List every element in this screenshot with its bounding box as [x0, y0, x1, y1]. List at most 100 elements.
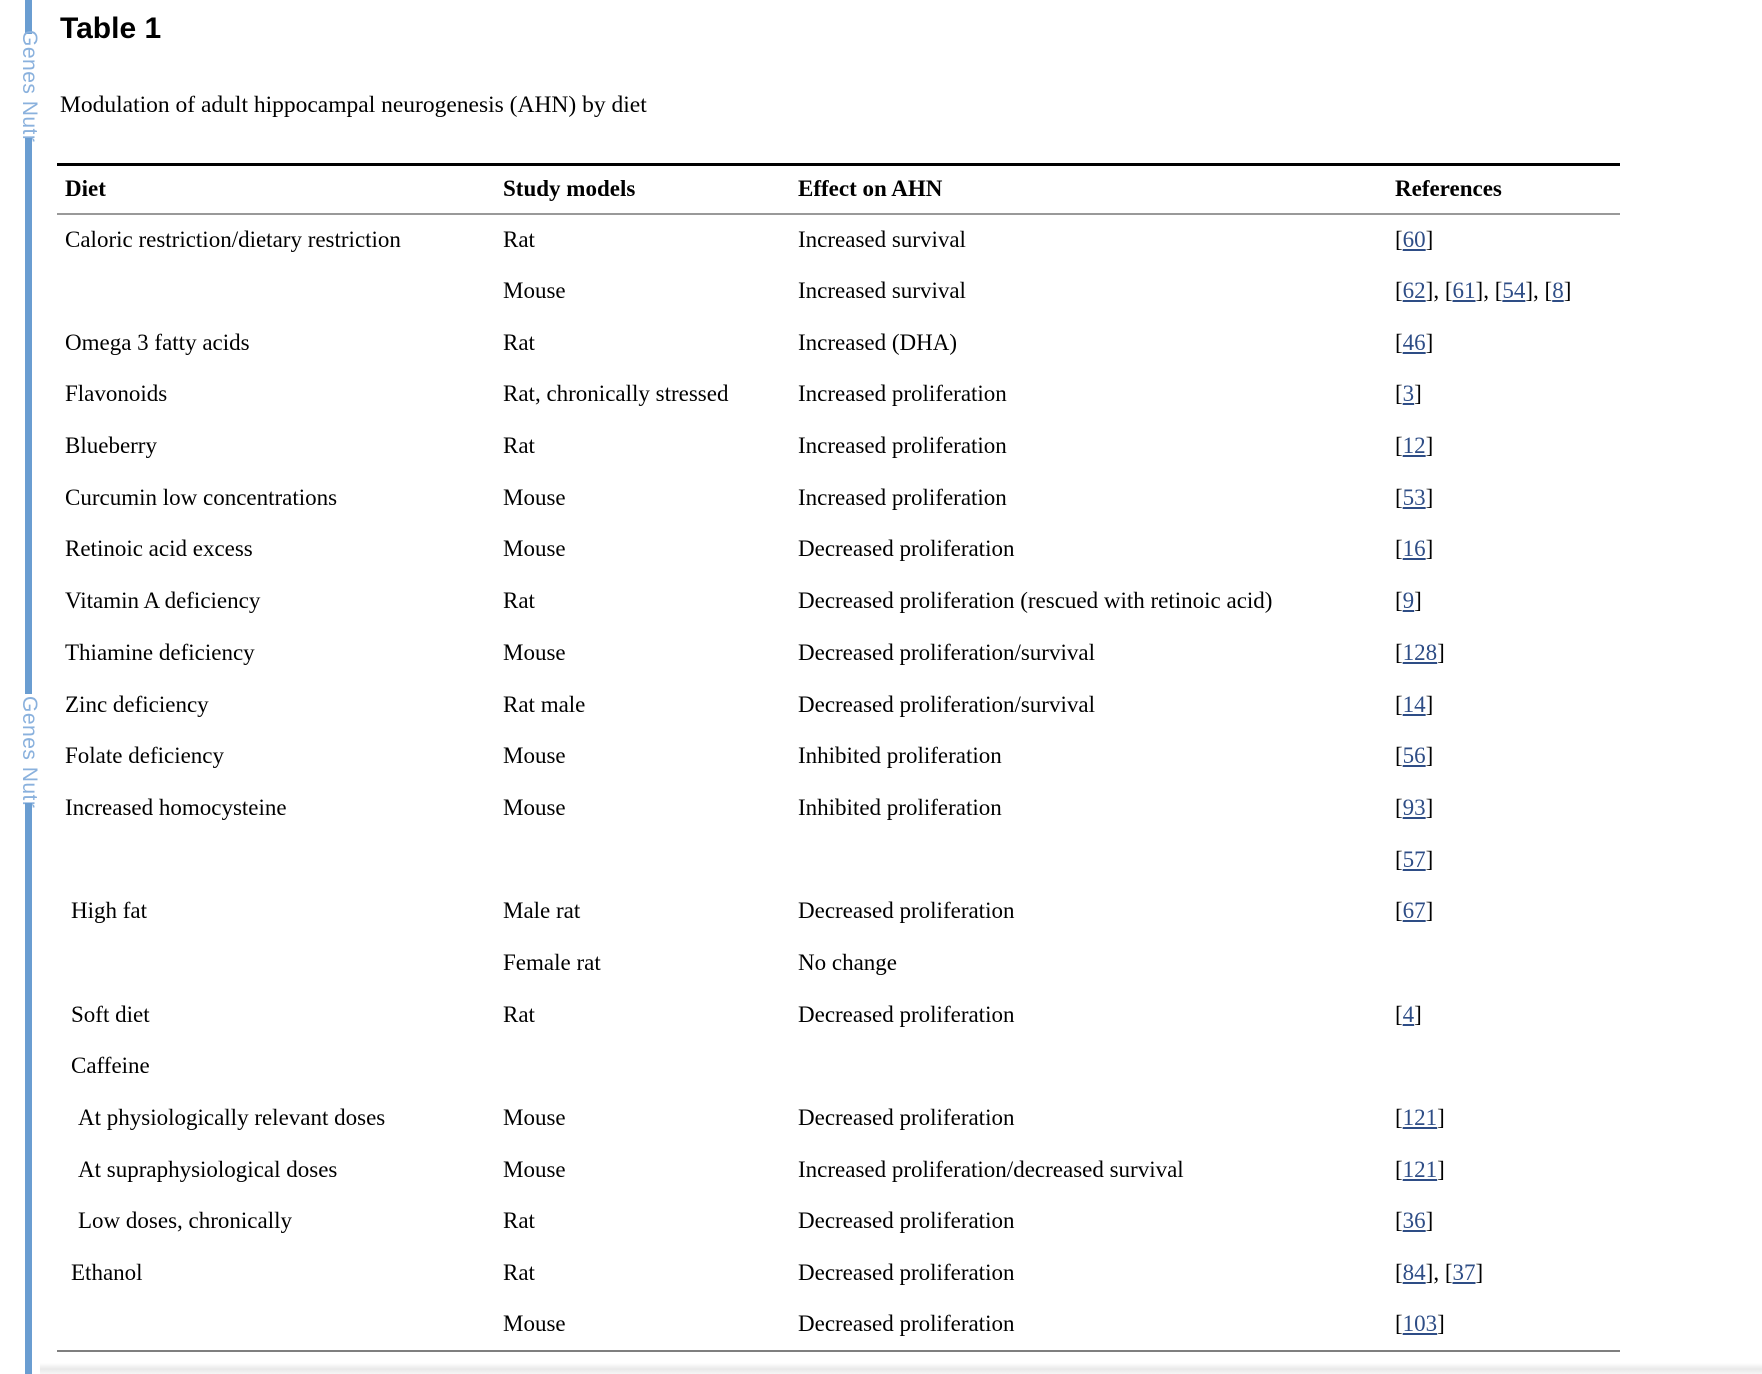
table-row: Curcumin low concentrations Mouse Increase… [57, 472, 1620, 524]
reference-link[interactable]: 56 [1402, 743, 1426, 769]
references-cell: [56] [1395, 743, 1434, 769]
reference-link[interactable]: 3 [1402, 381, 1415, 407]
diet-cell: Caffeine [71, 1053, 150, 1079]
effect-cell: Increased proliferation [798, 484, 1007, 510]
diet-cell: Folate deficiency [65, 743, 225, 769]
reference-link[interactable]: 9 [1402, 588, 1415, 614]
study-model-cell [503, 1041, 798, 1093]
effect-cell: Decreased proliferation [798, 536, 1015, 562]
effect-cell: Increased proliferation [798, 433, 1007, 459]
references-cell: [84], [37] [1395, 1260, 1484, 1286]
effect-cell: Decreased proliferation [798, 1105, 1015, 1131]
diet-cell: High fat [71, 898, 148, 924]
references-cell [1395, 1041, 1620, 1093]
table-row: Soft diet Rat Decreased proliferation [4] [57, 989, 1620, 1041]
study-model-cell: Rat, chronically stressed [503, 381, 729, 407]
study-model-cell: Rat [503, 1001, 535, 1027]
diet-cell [57, 937, 503, 989]
table-row: Mouse Increased survival [62], [61], [54],… [57, 265, 1620, 317]
diet-cell: Ethanol [71, 1260, 143, 1286]
study-model-cell: Male rat [503, 898, 581, 924]
reference-link[interactable]: 67 [1402, 898, 1426, 924]
effect-cell: Decreased proliferation [798, 1001, 1015, 1027]
study-model-cell: Mouse [503, 1105, 566, 1131]
reference-link[interactable]: 37 [1452, 1260, 1476, 1286]
reference-link[interactable]: 121 [1402, 1156, 1438, 1182]
diet-cell [57, 1298, 503, 1352]
diet-cell: Omega 3 fatty acids [65, 329, 250, 355]
diet-cell: At physiologically relevant doses [78, 1105, 386, 1131]
table-row: Caloric restriction/dietary restriction R… [57, 214, 1620, 266]
reference-link[interactable]: 8 [1552, 278, 1564, 304]
diet-cell: At supraphysiological doses [78, 1156, 338, 1182]
journal-name-vertical: Genes Nutr [18, 29, 41, 143]
references-cell: [128] [1395, 639, 1445, 665]
effect-cell: Decreased proliferation [798, 1208, 1015, 1234]
reference-link[interactable]: 60 [1402, 226, 1426, 252]
reference-link[interactable]: 103 [1402, 1311, 1438, 1337]
effect-cell: Decreased proliferation [798, 1298, 1395, 1352]
reference-link[interactable]: 36 [1402, 1208, 1426, 1234]
reference-link[interactable]: 46 [1402, 329, 1426, 355]
reference-link[interactable]: 16 [1402, 536, 1426, 562]
references-cell [1395, 937, 1620, 989]
table-row: Low doses, chronically Rat Decreased proli… [57, 1196, 1620, 1248]
study-model-cell: Rat [503, 226, 535, 252]
effect-cell: No change [798, 949, 897, 975]
effect-cell: Decreased proliferation/survival [798, 639, 1095, 665]
diet-cell: Flavonoids [65, 381, 168, 407]
study-model-cell: Mouse [503, 1156, 566, 1182]
effect-cell: Decreased proliferation/survival [798, 691, 1095, 717]
diet-cell: Thiamine deficiency [65, 639, 255, 665]
table-row: Zinc deficiency Rat male Decreased prolife… [57, 679, 1620, 731]
effect-cell: Inhibited proliferation [798, 794, 1002, 820]
sidebar-rule-middle [25, 138, 32, 694]
study-model-cell: Rat [503, 1208, 535, 1234]
reference-link[interactable]: 121 [1402, 1105, 1438, 1131]
reference-link[interactable]: 62 [1402, 278, 1426, 304]
reference-link[interactable]: 12 [1402, 433, 1426, 459]
reference-link[interactable]: 54 [1502, 278, 1526, 304]
table-row: Folate deficiency Mouse Inhibited prolifer… [57, 730, 1620, 782]
effect-cell: Decreased proliferation (rescued with re… [798, 588, 1273, 614]
reference-link[interactable]: 4 [1402, 1001, 1415, 1027]
table-row: Mouse Decreased proliferation [103] [57, 1298, 1620, 1352]
references-cell: [67] [1395, 898, 1434, 924]
references-cell: [46] [1395, 329, 1434, 355]
diet-cell: Vitamin A deficiency [65, 588, 261, 614]
table-row: High fat Male rat Decreased proliferation [… [57, 885, 1620, 937]
references-cell: [62], [61], [54], [8] [1395, 278, 1572, 304]
reference-link[interactable]: 57 [1402, 846, 1426, 872]
page-bottom-shadow [40, 1363, 1762, 1374]
sidebar-rule-bottom [25, 803, 32, 1374]
references-cell: [60] [1395, 226, 1434, 252]
effect-cell: Increased survival [798, 226, 966, 252]
col-header-diet: Diet [57, 163, 503, 215]
references-cell: [3] [1395, 381, 1422, 407]
effect-cell [798, 1041, 1395, 1093]
study-model-cell: Rat [503, 1260, 535, 1286]
reference-link[interactable]: 53 [1402, 484, 1426, 510]
study-model-cell [503, 834, 798, 886]
study-model-cell: Mouse [503, 639, 566, 665]
diet-cell [57, 265, 503, 317]
reference-link[interactable]: 84 [1402, 1260, 1426, 1286]
effect-cell: Increased proliferation [798, 381, 1007, 407]
header-row: Diet Study models Effect on AHN Referenc… [57, 163, 1620, 215]
reference-link[interactable]: 128 [1402, 639, 1438, 665]
reference-link[interactable]: 93 [1402, 794, 1426, 820]
study-model-cell: Rat [503, 329, 535, 355]
effect-cell [798, 834, 1395, 886]
table-row: Flavonoids Rat, chronically stressed Incre… [57, 369, 1620, 421]
table-row: Female rat No change [57, 937, 1620, 989]
study-model-cell: Mouse [503, 484, 566, 510]
table-row: Caffeine [57, 1041, 1620, 1093]
diet-cell: Low doses, chronically [78, 1208, 292, 1234]
table-row: [57] [57, 834, 1620, 886]
reference-link[interactable]: 61 [1452, 278, 1476, 304]
references-cell: [36] [1395, 1208, 1434, 1234]
diet-cell: Curcumin low concentrations [65, 484, 338, 510]
col-header-study-models: Study models [503, 163, 798, 215]
study-model-cell: Mouse [503, 743, 566, 769]
reference-link[interactable]: 14 [1402, 691, 1426, 717]
